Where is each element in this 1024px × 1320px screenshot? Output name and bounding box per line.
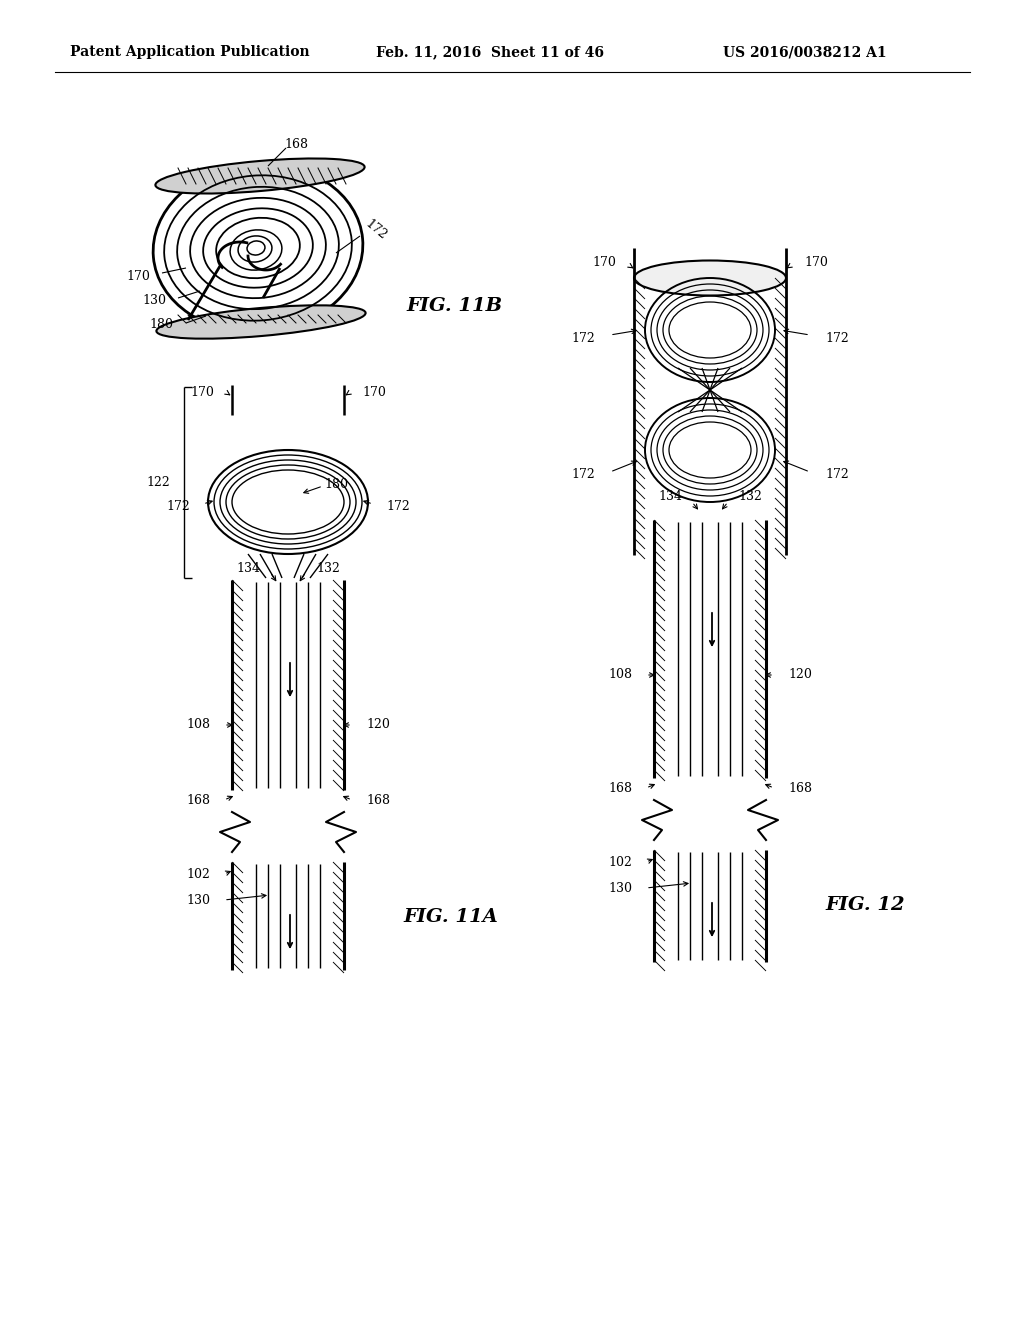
Text: 132: 132 [316,561,340,574]
Text: 168: 168 [284,139,308,152]
Text: Patent Application Publication: Patent Application Publication [71,45,310,59]
Text: 170: 170 [126,269,150,282]
Text: 172: 172 [166,500,190,513]
Text: 108: 108 [608,668,632,681]
Text: 172: 172 [571,331,595,345]
Text: FIG. 11A: FIG. 11A [403,908,498,927]
Text: 170: 170 [592,256,616,269]
Text: 168: 168 [366,793,390,807]
Text: 122: 122 [146,477,170,488]
Text: 172: 172 [825,469,849,482]
Text: 172: 172 [386,500,410,513]
Text: 180: 180 [150,318,173,331]
Text: 102: 102 [186,867,210,880]
Text: US 2016/0038212 A1: US 2016/0038212 A1 [723,45,887,59]
Text: 168: 168 [788,781,812,795]
Text: 180: 180 [324,478,348,491]
Text: 168: 168 [608,781,632,795]
Text: 130: 130 [142,293,166,306]
Text: Feb. 11, 2016  Sheet 11 of 46: Feb. 11, 2016 Sheet 11 of 46 [376,45,604,59]
Text: 172: 172 [825,331,849,345]
Text: 170: 170 [804,256,827,269]
Text: 172: 172 [571,469,595,482]
Ellipse shape [157,305,366,339]
Ellipse shape [156,158,365,194]
Text: 130: 130 [608,882,632,895]
Text: 170: 170 [190,387,214,400]
Text: 132: 132 [738,491,762,503]
Text: 170: 170 [362,387,386,400]
Text: 134: 134 [658,491,682,503]
Text: 130: 130 [186,894,210,907]
Text: FIG. 12: FIG. 12 [825,896,904,913]
Text: 120: 120 [788,668,812,681]
Text: 108: 108 [186,718,210,731]
Ellipse shape [634,260,786,296]
Text: 102: 102 [608,855,632,869]
Text: 172: 172 [362,218,389,243]
Text: 168: 168 [186,793,210,807]
Text: FIG. 11B: FIG. 11B [406,297,502,315]
Text: 134: 134 [236,561,260,574]
Text: 120: 120 [366,718,390,731]
